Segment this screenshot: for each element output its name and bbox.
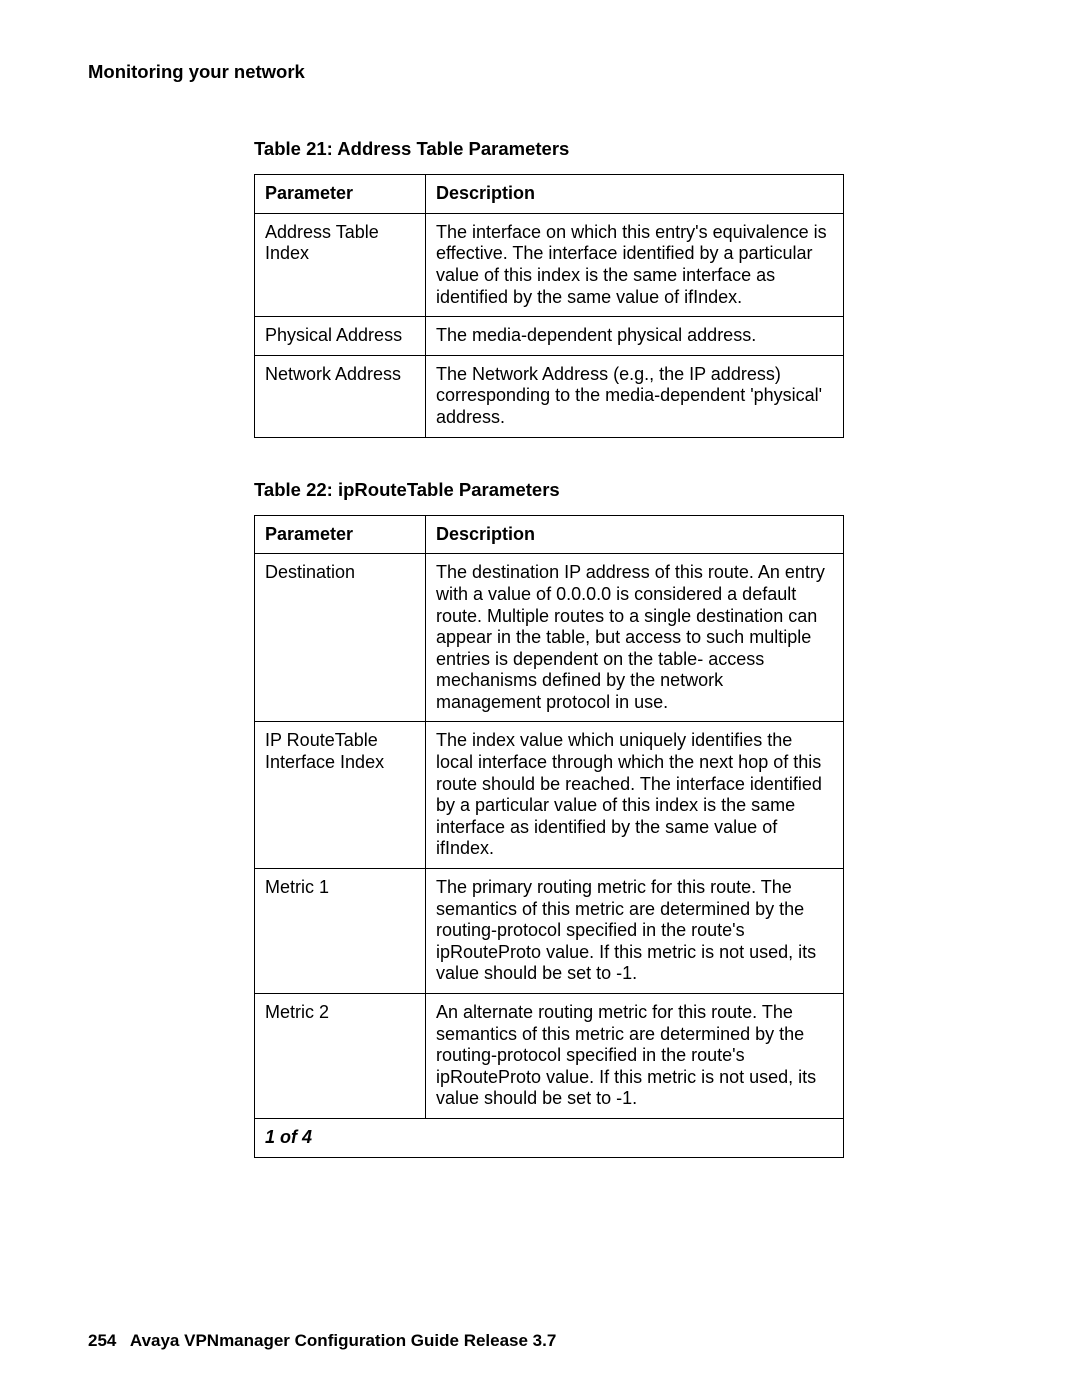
- document-page: Monitoring your network Table 21: Addres…: [0, 0, 1080, 1397]
- cell-parameter: Destination: [255, 554, 426, 722]
- table-row: Destination The destination IP address o…: [255, 554, 844, 722]
- cell-description: An alternate routing metric for this rou…: [426, 994, 844, 1119]
- col-header-parameter: Parameter: [255, 175, 426, 214]
- doc-title: Avaya VPNmanager Configuration Guide Rel…: [130, 1331, 556, 1350]
- table-row: Physical Address The media-dependent phy…: [255, 317, 844, 356]
- cell-description: The destination IP address of this route…: [426, 554, 844, 722]
- col-header-description: Description: [426, 175, 844, 214]
- table-row: Address Table Index The interface on whi…: [255, 213, 844, 316]
- cell-parameter: IP RouteTable Interface Index: [255, 722, 426, 869]
- cell-description: The media-dependent physical address.: [426, 317, 844, 356]
- cell-parameter: Network Address: [255, 355, 426, 437]
- table-page-indicator: 1 of 4: [255, 1118, 844, 1157]
- section-title: Monitoring your network: [88, 60, 992, 83]
- cell-description: The Network Address (e.g., the IP addres…: [426, 355, 844, 437]
- table-row: IP RouteTable Interface Index The index …: [255, 722, 844, 869]
- table-row: Network Address The Network Address (e.g…: [255, 355, 844, 437]
- table-21-caption: Table 21: Address Table Parameters: [254, 137, 992, 160]
- cell-parameter: Address Table Index: [255, 213, 426, 316]
- col-header-description: Description: [426, 515, 844, 554]
- cell-description: The index value which uniquely identifie…: [426, 722, 844, 869]
- cell-description: The primary routing metric for this rout…: [426, 869, 844, 994]
- table-page-indicator-row: 1 of 4: [255, 1118, 844, 1157]
- page-footer: 254 Avaya VPNmanager Configuration Guide…: [88, 1330, 556, 1351]
- table-header-row: Parameter Description: [255, 175, 844, 214]
- table-row: Metric 2 An alternate routing metric for…: [255, 994, 844, 1119]
- col-header-parameter: Parameter: [255, 515, 426, 554]
- cell-description: The interface on which this entry's equi…: [426, 213, 844, 316]
- table-21: Parameter Description Address Table Inde…: [254, 174, 844, 437]
- table-22: Parameter Description Destination The de…: [254, 515, 844, 1158]
- cell-parameter: Metric 2: [255, 994, 426, 1119]
- cell-parameter: Physical Address: [255, 317, 426, 356]
- page-number: 254: [88, 1331, 116, 1350]
- table-row: Metric 1 The primary routing metric for …: [255, 869, 844, 994]
- table-header-row: Parameter Description: [255, 515, 844, 554]
- cell-parameter: Metric 1: [255, 869, 426, 994]
- tables-container: Table 21: Address Table Parameters Param…: [254, 137, 992, 1157]
- table-22-caption: Table 22: ipRouteTable Parameters: [254, 478, 992, 501]
